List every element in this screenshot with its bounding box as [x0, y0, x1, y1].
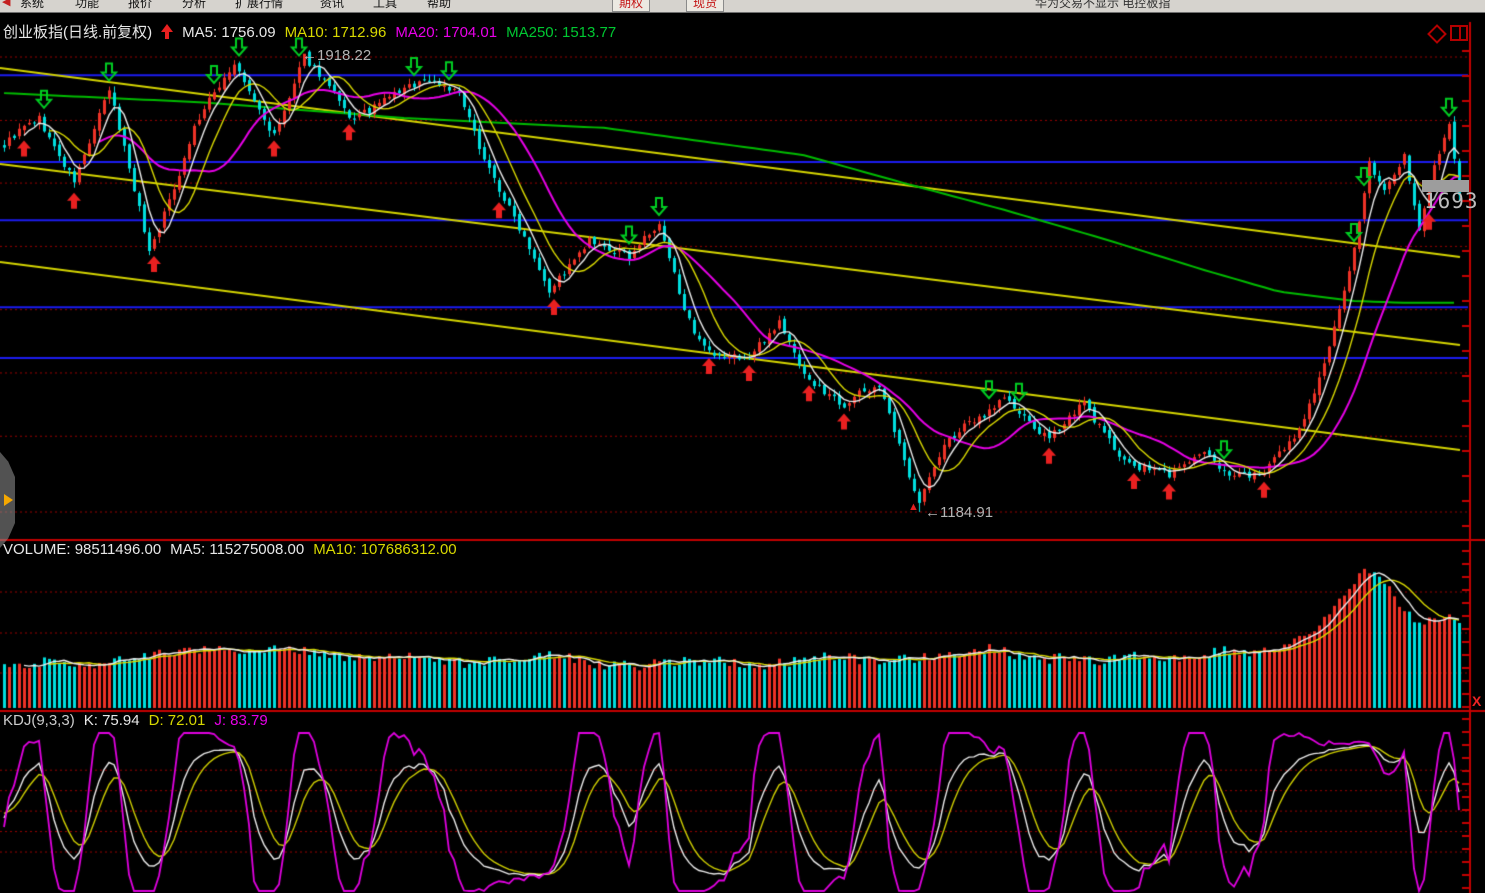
volume-label: VOLUME: 98511496.00 — [3, 541, 162, 558]
volume-header: VOLUME: 98511496.00 MA5: 115275008.00 MA… — [3, 541, 457, 558]
close-indicator-button[interactable]: X — [1472, 693, 1482, 709]
menu-item-help[interactable]: 帮助 — [427, 0, 452, 10]
menu-item-options[interactable]: 期权 — [612, 0, 651, 12]
ma20-label: MA20: 1704.01 — [395, 24, 498, 41]
menu-item-analysis[interactable]: 分析 — [182, 0, 207, 10]
ma10-label: MA10: 1712.96 — [284, 24, 387, 41]
kdj-indicator-label: KDJ(9,3,3) — [3, 712, 75, 729]
last-price-value: 1693 — [1424, 189, 1479, 213]
ma5-label: MA5: 1756.09 — [182, 24, 276, 41]
menu-item-spot[interactable]: 现货 — [686, 0, 725, 12]
volume-ma10-label: MA10: 107686312.00 — [313, 541, 457, 558]
high-annotation: ←1918.22 — [302, 47, 372, 64]
main-chart-header: 创业板指(日线.前复权) MA5: 1756.09 MA10: 1712.96 … — [3, 21, 616, 42]
menu-item-quotes[interactable]: 报价 — [128, 0, 153, 10]
kdj-k-label: K: 75.94 — [83, 712, 140, 729]
low-annotation: ←1184.91 — [925, 504, 994, 521]
chart-title: 创业板指(日线.前复权) — [3, 24, 153, 41]
kdj-j-label: J: 83.79 — [214, 712, 268, 729]
up-trend-icon — [161, 22, 174, 41]
last-price-tag[interactable] — [1422, 180, 1469, 192]
volume-ma5-label: MA5: 115275008.00 — [170, 541, 305, 558]
kdj-header: KDJ(9,3,3) K: 75.94 D: 72.01 J: 83.79 — [3, 712, 268, 729]
menu-item-news[interactable]: 资讯 — [320, 0, 345, 10]
menu-bar: ◀ 系统 功能 报价 分析 扩展行情 资讯 工具 帮助 期权 现货 华为交易不显… — [0, 0, 1485, 13]
expand-arrow-icon[interactable] — [4, 494, 13, 506]
menu-item-extended[interactable]: 扩展行情 — [235, 0, 284, 10]
menu-status-text: 华为交易不显示 电控板指 — [1035, 0, 1171, 10]
menu-item-tools[interactable]: 工具 — [373, 0, 398, 10]
menu-item-function[interactable]: 功能 — [75, 0, 100, 10]
window-layout-icon[interactable] — [1450, 25, 1468, 41]
app-logo-icon[interactable]: ◀ — [2, 0, 11, 8]
menu-item-system[interactable]: 系统 — [20, 0, 45, 10]
ma250-label: MA250: 1513.77 — [506, 24, 617, 41]
kdj-d-label: D: 72.01 — [148, 712, 206, 729]
low-marker-icon: ▲ — [908, 501, 919, 513]
